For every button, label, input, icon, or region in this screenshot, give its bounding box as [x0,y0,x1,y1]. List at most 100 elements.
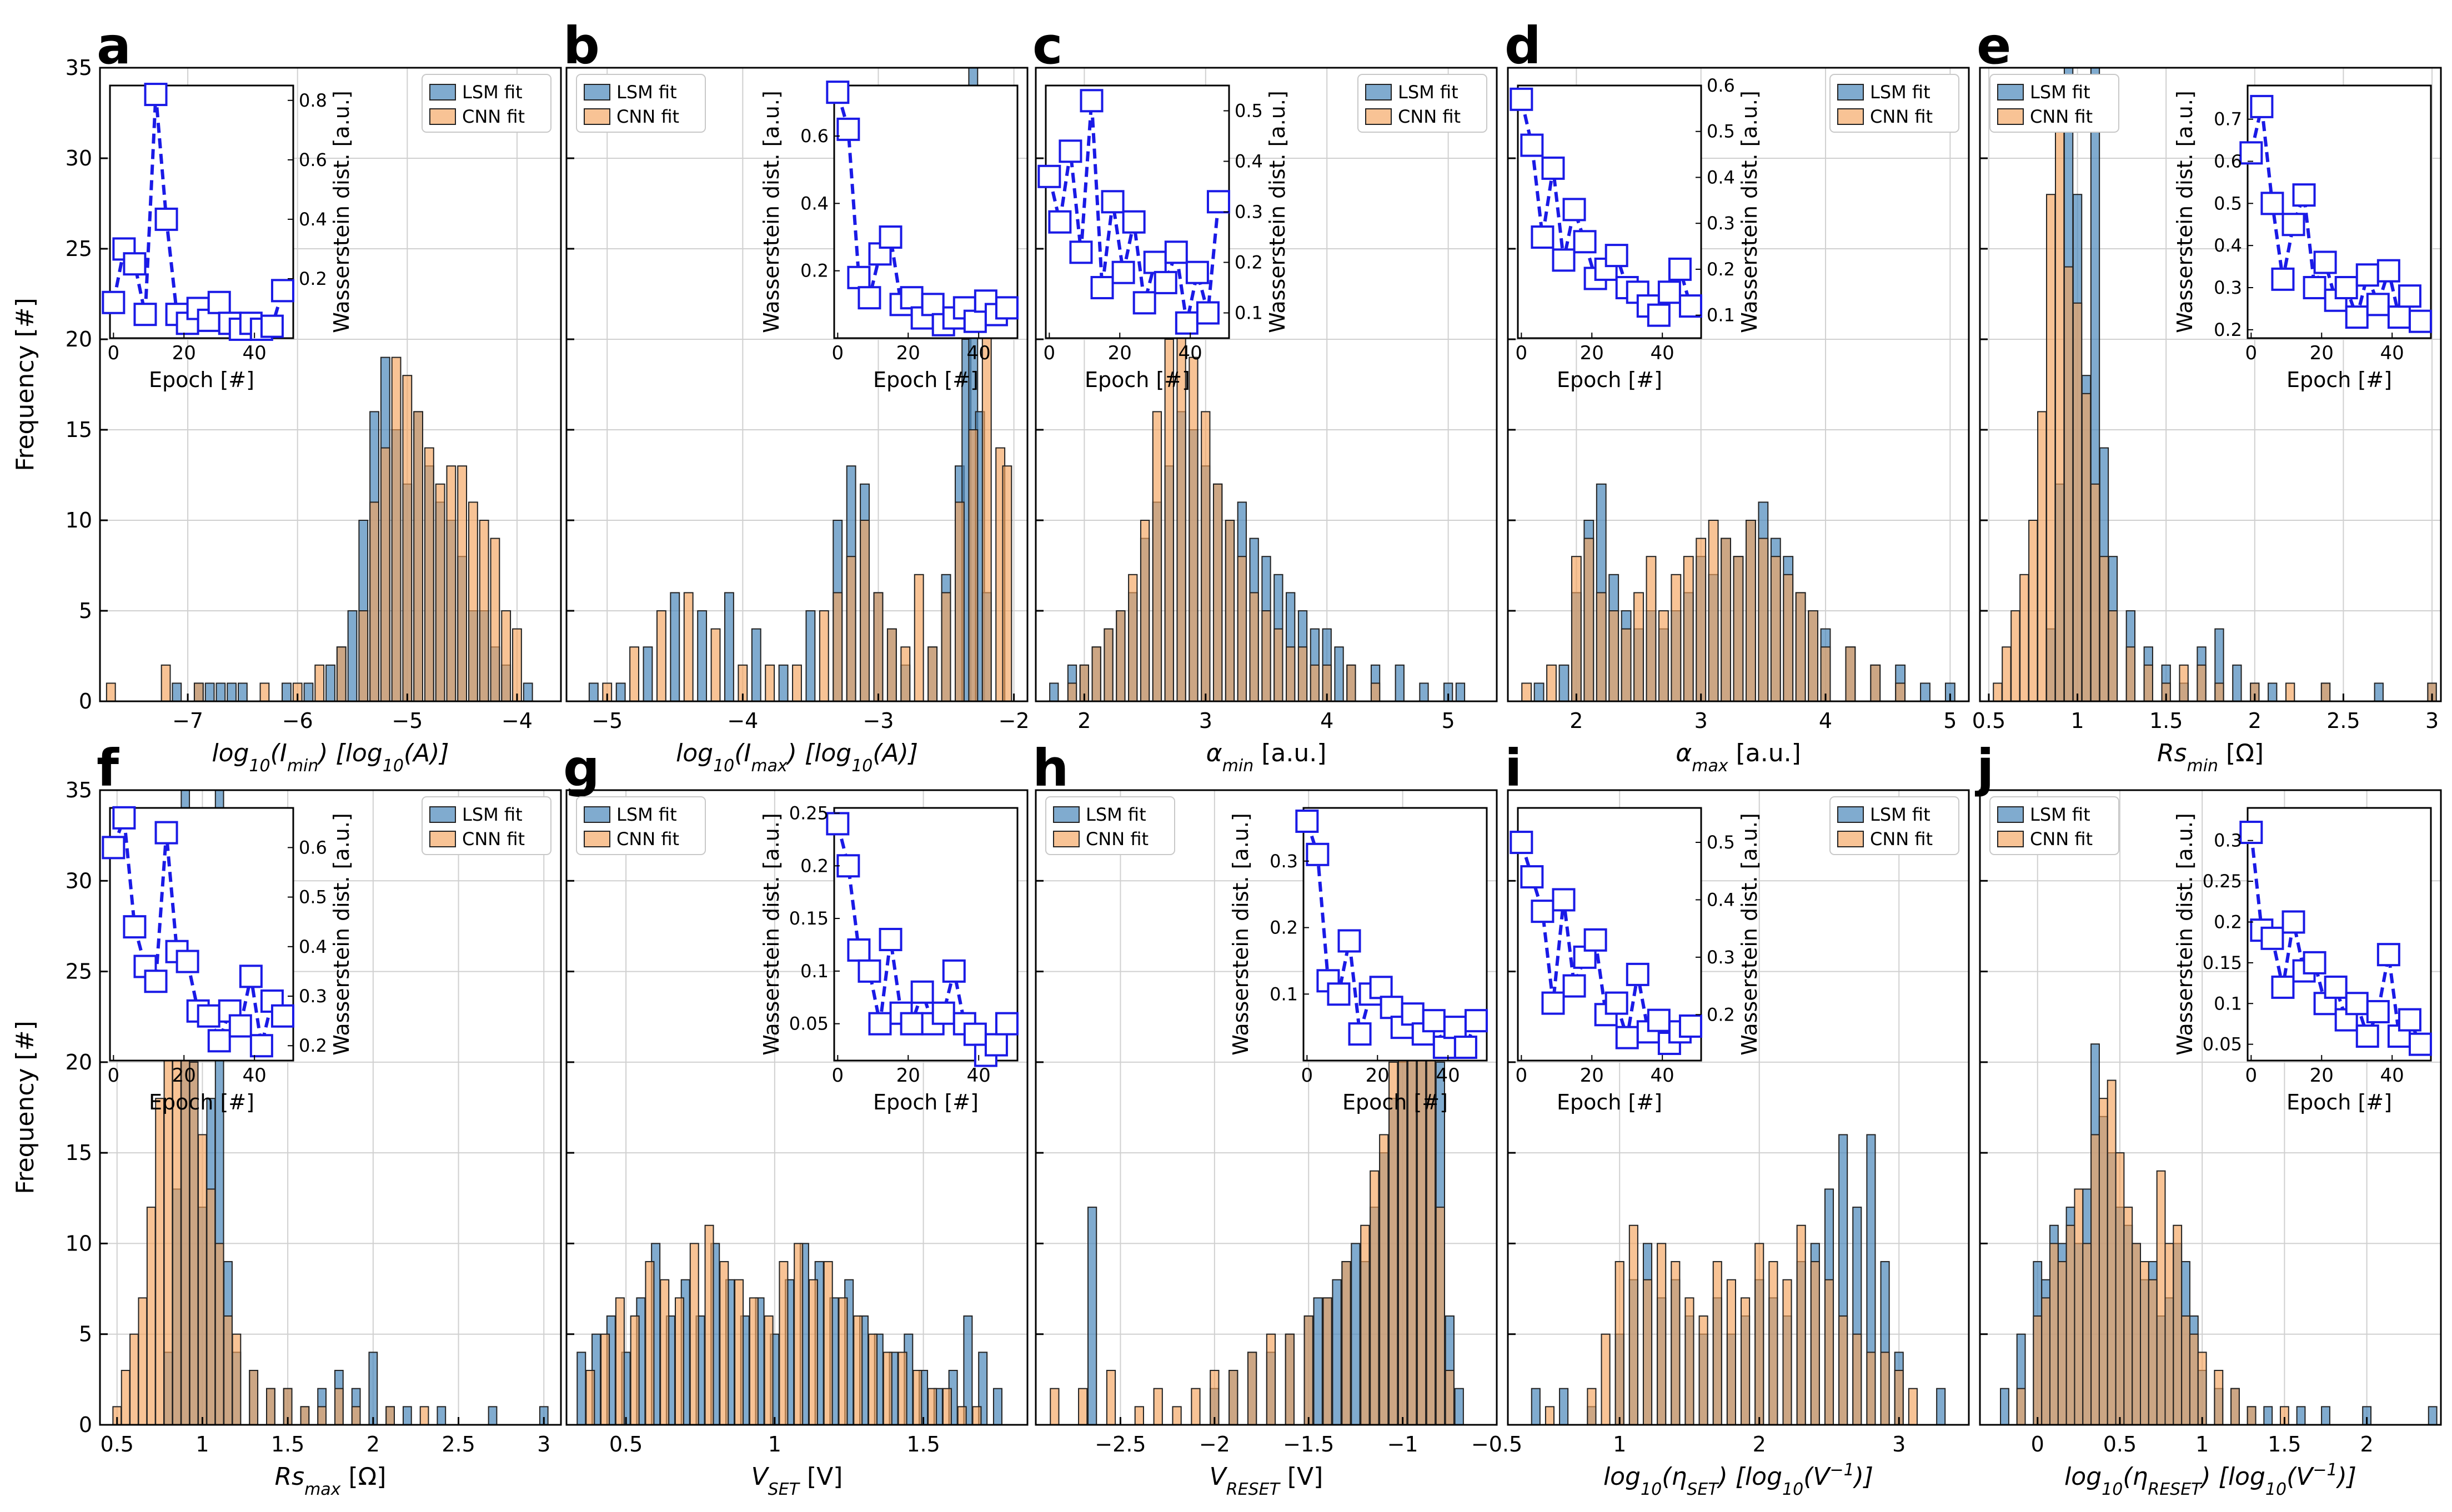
legend-swatch-cnn [584,831,610,847]
legend-swatch-lsm [429,806,456,823]
lsm-bar [172,682,182,702]
inset-marker [1101,190,1125,214]
cnn-bar [380,447,390,702]
cnn-bar [1683,556,1694,702]
wasserstein-inset: 0 20 40 Epoch [#] 0.2 0.4 0.6 Wasserstein dist.… [759,81,1019,392]
inset-marker [1541,991,1565,1015]
cnn-bar [1370,1170,1380,1426]
cnn-bar [2189,1333,2199,1426]
legend-swatch-lsm [1837,84,1864,101]
cnn-bar [1782,1279,1792,1426]
lsm-bar [523,682,533,702]
x-tick-label: 3 [1694,709,1708,733]
x-axis-label: log10(Imax) [log10(A)] [676,739,918,776]
x-tick-label: 0.5 [1972,709,2005,733]
cnn-bar [2033,1315,2043,1425]
cnn-bar [600,1333,610,1426]
inset-marker [1348,1022,1372,1046]
lsm-bar [1395,664,1405,702]
inset-marker [1295,809,1319,833]
cnn-bar [1696,538,1707,702]
inset-x-tick-label: 20 [1580,1064,1604,1087]
cnn-bar [2214,1370,2224,1425]
inset-line [1520,842,1692,1047]
x-tick-label: 1.5 [2149,709,2183,733]
x-axis-label: log10(ηSET) [log10(V−1)] [1603,1460,1873,1499]
cnn-bar [927,1388,937,1426]
inset-x-label: Epoch [#] [1085,368,1190,392]
cnn-bar [1733,556,1744,702]
cnn-bar [1285,1333,1295,1426]
cnn-bar [358,610,369,702]
cnn-bar [501,610,512,702]
cnn-bar [882,1352,892,1425]
legend-label-lsm: LSM fit [1086,804,1146,825]
x-axis-label: αmax [a.u.] [1676,739,1801,776]
cnn-bar [334,1388,344,1426]
cnn-bar [2065,1224,2075,1426]
inset-y-tick-label: 0.4 [1235,151,1263,172]
inset-y-tick-label: 0.15 [789,908,829,929]
cnn-bar [369,501,379,702]
x-axis-label: αmin [a.u.] [1206,739,1327,776]
inset-marker [2324,975,2348,999]
lsm-bar [282,682,292,702]
inset-x-label: Epoch [#] [1557,1090,1662,1114]
x-tick-label: 2 [1753,1432,1766,1456]
cnn-bar [972,1406,982,1425]
cnn-bar [968,429,979,702]
cnn-bar [2197,1352,2207,1425]
inset-y-tick-label: 0.4 [1707,889,1735,910]
legend-swatch-cnn [1837,831,1864,847]
cnn-bar [1754,1243,1764,1425]
cnn-bar [424,447,434,702]
inset-y-label: Wasserstein dist. [a.u.] [329,813,354,1056]
inset-y-tick-label: 0.1 [2214,993,2242,1014]
x-tick-label: 2 [2248,709,2262,733]
cnn-bar [1134,1406,1144,1425]
y-tick-label: 30 [66,146,92,170]
cnn-bar [2002,646,2012,702]
cnn-bar [1838,1315,1848,1425]
cnn-bar [846,556,856,702]
legend: LSM fit CNN fit [1989,796,2119,855]
cnn-bar [914,574,924,702]
legend: LSM fit CNN fit [1989,74,2119,133]
lsm-bar [325,664,335,702]
inset-marker [1510,87,1533,111]
inset-x-tick-label: 40 [243,1064,267,1087]
y-tick-label: 35 [66,778,92,802]
inset-marker [144,970,168,993]
cnn-bar [479,520,489,702]
inset-marker [1048,210,1072,234]
x-tick-label: −3 [863,709,894,733]
inset-y-tick-label: 0.1 [1235,303,1263,324]
lsm-bar [2374,682,2384,702]
inset-marker [2271,267,2295,291]
x-tick-label: 5 [1943,709,1957,733]
lsm-bar [2232,664,2242,702]
inset-marker [123,915,147,939]
lsm-bar [2263,1406,2273,1425]
axes-frame [99,789,562,1426]
lsm-bar [1533,682,1545,702]
cnn-bar [927,646,938,702]
inset-y-label: Wasserstein dist. [a.u.] [759,813,784,1056]
cnn-bar [2108,610,2118,702]
cnn-bar [1671,574,1682,702]
inset-marker [879,225,902,249]
cnn-bar [512,628,522,702]
inset-y-tick-label: 0.2 [1707,259,1735,280]
legend-swatch-lsm [1837,806,1864,823]
cnn-bar [193,682,204,702]
cnn-bar [1596,592,1607,702]
cnn-bar [2132,1243,2142,1425]
cnn-bar [1852,1333,1862,1426]
x-axis-label: log10(Imin) [log10(A)] [212,739,449,776]
inset-y-tick-label: 0.6 [2214,151,2242,172]
inset-marker [2355,263,2379,287]
inset-marker [1678,1014,1702,1038]
inset-marker [1185,260,1209,284]
wasserstein-inset: 0 20 40 Epoch [#] 0.1 0.2 0.3 0.4 0.5 0.6Wasserst… [1510,75,1762,392]
cnn-bar [2090,1134,2100,1425]
